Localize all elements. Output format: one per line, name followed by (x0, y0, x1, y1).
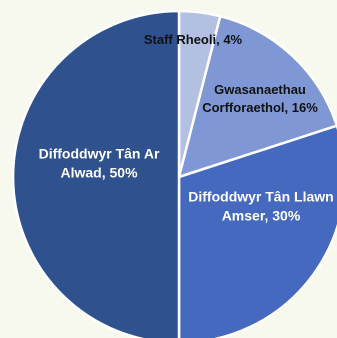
slice-label-line: Diffoddwyr Tân Llawn (188, 189, 333, 205)
slice-label-line: Amser, 30% (222, 208, 301, 224)
slice-label-2: Gwasanaethau Corfforaethol, 16% (202, 82, 318, 115)
pie-slice-3 (177, 124, 337, 338)
slice-label-4: Diffoddwyr Tân Ar Alwad, 50% (39, 146, 160, 181)
pie-slice-2 (177, 14, 337, 179)
slice-label-line: Diffoddwyr Tân Ar (39, 146, 160, 162)
slice-label-line: Alwad, 50% (60, 165, 138, 181)
slice-label-line: Gwasanaethau (214, 82, 306, 97)
pie-slice-4 (11, 9, 181, 338)
slice-label-line: Staff Rheoli, 4% (144, 32, 243, 47)
slice-label-line: Corfforaethol, 16% (202, 100, 318, 115)
slice-label-3: Diffoddwyr Tân Llawn Amser, 30% (188, 189, 333, 224)
slice-label-1: Staff Rheoli, 4% (144, 32, 243, 47)
